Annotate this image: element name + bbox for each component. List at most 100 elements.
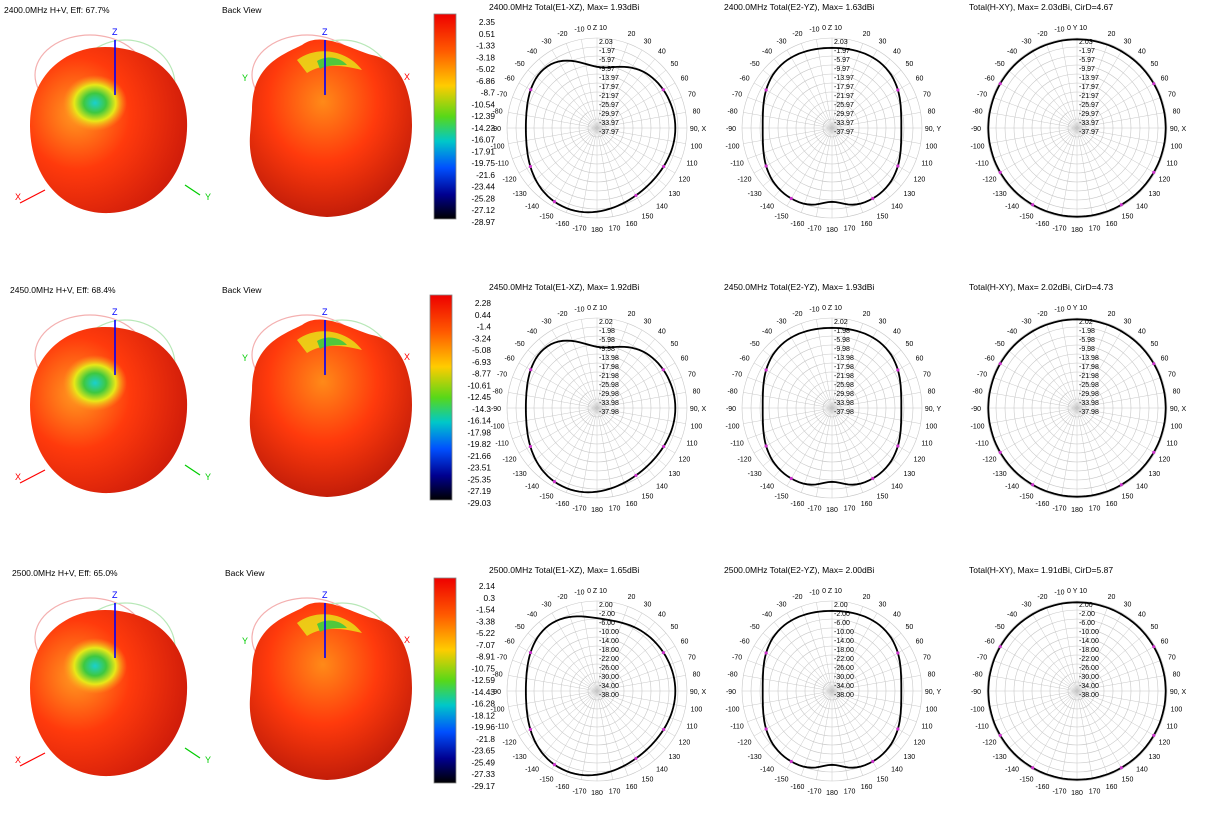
polar-ring-label: -33.98 [599, 400, 619, 407]
polar-angle-label: -160 [790, 784, 804, 791]
polar-angle-label: 120 [914, 457, 926, 464]
polar-ring [533, 64, 661, 192]
polar-plot-e2-yz[interactable]: 2500.0MHz Total(E2-YZ), Max= 2.00dBi 2.00… [720, 563, 945, 803]
polar-angle-label: -170 [807, 505, 821, 512]
polar-plot-e1-xz[interactable]: 2500.0MHz Total(E1-XZ), Max= 1.65dBi 2.00… [485, 563, 710, 803]
pattern-marker [998, 170, 1002, 174]
polar-angle-label: 170 [1089, 225, 1101, 232]
polar-angle-label: 30 [879, 602, 887, 609]
polar-ring [542, 353, 652, 463]
polar-angle-label: 90, Y [925, 126, 942, 133]
polar-ring-label: -29.97 [1079, 111, 1099, 118]
polar-ring [569, 380, 625, 436]
polar-angle-label: -60 [504, 356, 514, 363]
polar-plot-h-xy[interactable]: Total(H-XY), Max= 1.91dBi, CirD=5.87 2.00… [965, 563, 1190, 803]
polar-ring [551, 82, 643, 174]
colorbar: 2.28 0.44 -1.4 -3.24 -5.08 -6.93 -8.77 -10.61 -1… [428, 293, 498, 518]
polar-angle-label: 90, Y [925, 689, 942, 696]
polar-plot-e2-yz[interactable]: 2400.0MHz Total(E2-YZ), Max= 1.63dBi 2.03… [720, 0, 945, 240]
polar-angle-label: 80 [1173, 388, 1181, 395]
polar-angle-label: -120 [503, 177, 517, 184]
polar-angle-label: 70 [688, 371, 696, 378]
polar-angle-label: -160 [1035, 221, 1049, 228]
polar-title: Total(H-XY), Max= 1.91dBi, CirD=5.87 [969, 565, 1113, 575]
polar-ring-label: -34.00 [599, 683, 619, 690]
polar-plot-e1-xz[interactable]: 2450.0MHz Total(E1-XZ), Max= 1.92dBi 2.02… [485, 280, 710, 520]
polar-plot-e2-yz[interactable]: 2450.0MHz Total(E2-YZ), Max= 1.93dBi 2.02… [720, 280, 945, 520]
polar-ring-label: -17.97 [1079, 84, 1099, 91]
polar-angle-label: 160 [1106, 221, 1118, 228]
z-axis-label: Z [112, 307, 118, 317]
polar-angle-label: -90 [971, 126, 981, 133]
polar-angle-label: 100 [1171, 707, 1183, 714]
colorbar-tick-label: -12.59 [471, 675, 495, 685]
back-view-3d-pattern[interactable]: Z X Y [222, 15, 432, 235]
polar-angle-label: -130 [748, 754, 762, 761]
polar-angle-label: -40 [527, 612, 537, 619]
polar-title: 2400.0MHz Total(E1-XZ), Max= 1.93dBi [489, 2, 639, 12]
polar-angle-label: 20 [863, 311, 871, 318]
polar-angle-label: -70 [732, 654, 742, 661]
polar-angle-label: 50 [670, 624, 678, 631]
pattern-marker [1031, 766, 1035, 770]
polar-angle-label: 170 [1089, 788, 1101, 795]
polar-angle-label: -10 [809, 27, 819, 34]
polar-ring-label: -26.00 [599, 665, 619, 672]
polar-ring [1049, 663, 1105, 719]
polar-ring [786, 82, 878, 174]
polar-ring-label: 2.00 [599, 602, 613, 609]
polar-angle-label: 90, Y [925, 406, 942, 413]
polar-svg: 2500.0MHz Total(E2-YZ), Max= 2.00dBi 2.00… [724, 565, 942, 797]
front-view-3d-pattern[interactable]: Z X Y [5, 295, 215, 515]
back-view-label: Back View [225, 568, 265, 578]
polar-ring-label: -5.98 [834, 337, 850, 344]
back-view-3d-pattern[interactable]: Z X Y [222, 295, 432, 515]
pattern-marker [634, 473, 638, 478]
polar-ring [777, 73, 887, 183]
polar-angle-label: -90 [491, 689, 501, 696]
pattern-marker [661, 368, 665, 372]
polar-angle-label: 130 [669, 471, 681, 478]
front-view-label: 2500.0MHz H+V, Eff: 65.0% [12, 568, 118, 578]
polar-angle-label: -160 [555, 221, 569, 228]
polar-angle-label: -90 [971, 689, 981, 696]
polar-angle-label: 90, X [690, 126, 707, 133]
polar-angle-label: -10 [809, 590, 819, 597]
polar-angle-label: 180 [1071, 227, 1083, 234]
polar-angle-label: 130 [904, 754, 916, 761]
polar-angle-label: -20 [557, 31, 567, 38]
polar-angle-label: -20 [792, 311, 802, 318]
front-view-3d-pattern[interactable]: Z X Y [5, 578, 215, 798]
polar-angle-label: 150 [642, 776, 654, 783]
polar-angle-label: 40 [893, 49, 901, 56]
back-view-3d-pattern[interactable]: Z X Y [222, 578, 432, 798]
polar-plot-h-xy[interactable]: Total(H-XY), Max= 2.03dBi, CirD=4.67 2.03… [965, 0, 1190, 240]
polar-ring [506, 37, 688, 219]
polar-angle-label: 160 [626, 501, 638, 508]
polar-plot-e1-xz[interactable]: 2400.0MHz Total(E1-XZ), Max= 1.93dBi 2.03… [485, 0, 710, 240]
front-3d-svg: Z X Y [15, 307, 211, 494]
polar-ring [795, 371, 869, 445]
polar-angle-label: 30 [1124, 602, 1132, 609]
polar-angle-label: -160 [790, 501, 804, 508]
polar-angle-label: -80 [972, 671, 982, 678]
pattern-marker [529, 88, 533, 92]
polar-ring-label: -30.00 [599, 674, 619, 681]
polar-ring-label: -14.00 [599, 638, 619, 645]
polar-angle-label: -140 [525, 483, 539, 490]
polar-angle-label: 60 [916, 639, 924, 646]
polar-angle-label: -60 [984, 639, 994, 646]
polar-angle-label: -100 [491, 144, 505, 151]
polar-angle-label: -90 [726, 406, 736, 413]
pattern-marker [634, 193, 638, 198]
polar-ring [813, 672, 851, 710]
polar-angle-label: 80 [1173, 108, 1181, 115]
polar-ring [759, 55, 905, 201]
polar-ring [533, 344, 661, 472]
polar-angle-label: -160 [555, 784, 569, 791]
polar-ring [795, 654, 869, 728]
polar-plot-h-xy[interactable]: Total(H-XY), Max= 2.02dBi, CirD=4.73 2.02… [965, 280, 1190, 520]
front-view-3d-pattern[interactable]: Z X Y [5, 15, 215, 235]
polar-ring [569, 663, 625, 719]
polar-angle-label: -90 [726, 126, 736, 133]
